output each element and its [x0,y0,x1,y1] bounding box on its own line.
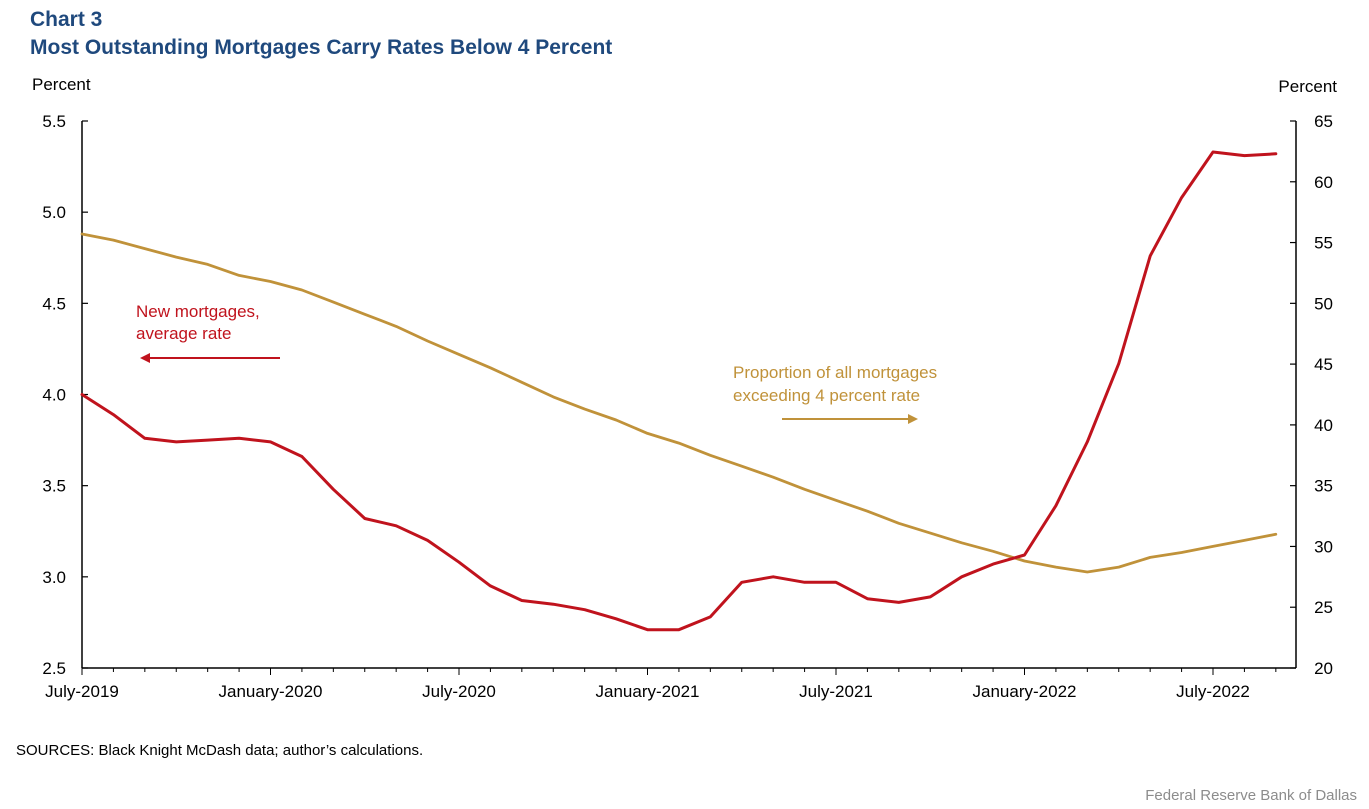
right-tick-label: 25 [1314,598,1333,617]
chart-number: Chart 3 [30,8,103,31]
new-mortgages-rate-line [80,150,1278,632]
x-axis-ticks: July-2019 January-2020 July-2020 January-20… [45,668,1277,701]
left-axis-label: Percent [32,75,91,94]
right-tick-label: 20 [1314,659,1333,678]
right-tick-label: 65 [1314,112,1333,131]
left-tick-label: 5.5 [42,112,66,131]
proportion-above-4pct-line [80,232,1278,574]
proportion-annotation-line1: Proportion of all mortgages [733,363,937,382]
left-tick-label: 4.0 [42,386,66,405]
right-tick-label: 60 [1314,173,1333,192]
right-tick-label: 30 [1314,537,1333,556]
x-tick-label: July-2020 [422,682,496,701]
proportion-annotation-line2: exceeding 4 percent rate [733,386,920,405]
new-mortgages-arrowhead-left-icon [140,353,150,363]
right-tick-label: 35 [1314,477,1333,496]
right-tick-label: 45 [1314,355,1333,374]
right-tick-label: 50 [1314,294,1333,313]
x-tick-label: July-2019 [45,682,119,701]
right-tick-label: 40 [1314,416,1333,435]
left-tick-label: 3.0 [42,568,66,587]
left-tick-label: 4.5 [42,294,66,313]
new-mortgages-annotation-line1: New mortgages, [136,302,260,321]
proportion-arrowhead-right-icon [908,414,918,424]
x-tick-label: July-2021 [799,682,873,701]
sources-note: SOURCES: Black Knight McDash data; autho… [16,742,424,759]
right-axis-label: Percent [1278,77,1337,96]
x-tick-label: January-2022 [973,682,1077,701]
right-axis-ticks: 65 60 55 50 45 40 35 30 25 20 [1290,112,1333,678]
axes [81,121,1297,669]
chart-title: Most Outstanding Mortgages Carry Rates B… [30,36,613,59]
series-lines [80,150,1278,632]
credit-text: Federal Reserve Bank of Dallas [1145,787,1357,804]
left-tick-label: 3.5 [42,477,66,496]
x-tick-label: January-2021 [596,682,700,701]
new-mortgages-annotation-line2: average rate [136,324,231,343]
x-tick-label: July-2022 [1176,682,1250,701]
x-tick-label: January-2020 [219,682,323,701]
left-tick-label: 2.5 [42,659,66,678]
left-axis-ticks: 5.5 5.0 4.5 4.0 3.5 3.0 2.5 [42,112,88,678]
left-tick-label: 5.0 [42,203,66,222]
right-tick-label: 55 [1314,234,1333,253]
